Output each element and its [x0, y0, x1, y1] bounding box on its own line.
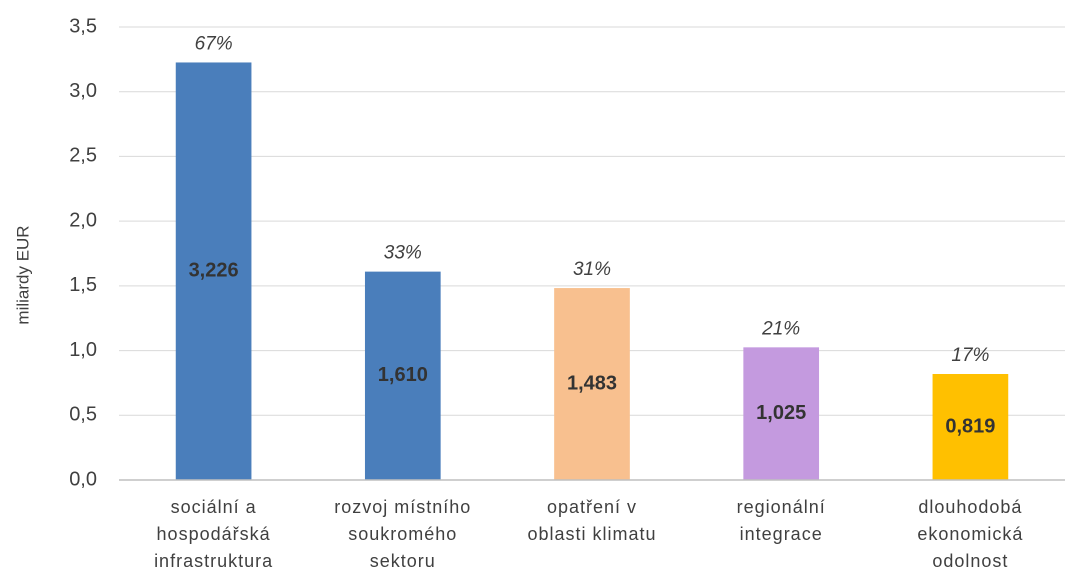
annotation: 33%: [384, 243, 422, 264]
annotation: 67%: [195, 33, 233, 54]
bar: [554, 288, 630, 480]
bar: [364, 271, 441, 480]
bar: [932, 373, 1009, 480]
annotation: 17%: [951, 345, 989, 366]
y-tick-label: 2,5: [69, 145, 97, 167]
x-tick-label: rozvoj místního soukromého sektoru: [334, 497, 471, 571]
value-label: 3,226: [189, 260, 239, 282]
value-label: 1,610: [378, 364, 428, 386]
value-label: 0,819: [945, 415, 995, 437]
x-tick-label: opatření v oblasti klimatu: [527, 497, 656, 544]
value-label: 1,483: [567, 372, 617, 394]
bar: [743, 347, 820, 480]
y-tick-label: 2,0: [69, 209, 97, 231]
y-tick-label: 1,0: [69, 339, 97, 361]
bar: [175, 62, 252, 480]
annotation: 31%: [573, 259, 611, 280]
y-tick-label: 0,5: [69, 404, 97, 426]
annotation: 21%: [761, 318, 800, 339]
x-tick-label: dlouhodobá ekonomická odolnost: [917, 497, 1023, 571]
y-tick-label: 1,5: [69, 274, 97, 296]
x-tick-label: sociální a hospodářská infrastruktura: [154, 497, 273, 571]
y-tick-label: 3,5: [69, 15, 97, 37]
y-axis-label: miliardy EUR: [13, 225, 32, 324]
y-tick-label: 0,0: [69, 468, 97, 490]
y-tick-label: 3,0: [69, 80, 97, 102]
value-label: 1,025: [756, 402, 806, 424]
x-tick-label: regionální integrace: [737, 497, 826, 544]
